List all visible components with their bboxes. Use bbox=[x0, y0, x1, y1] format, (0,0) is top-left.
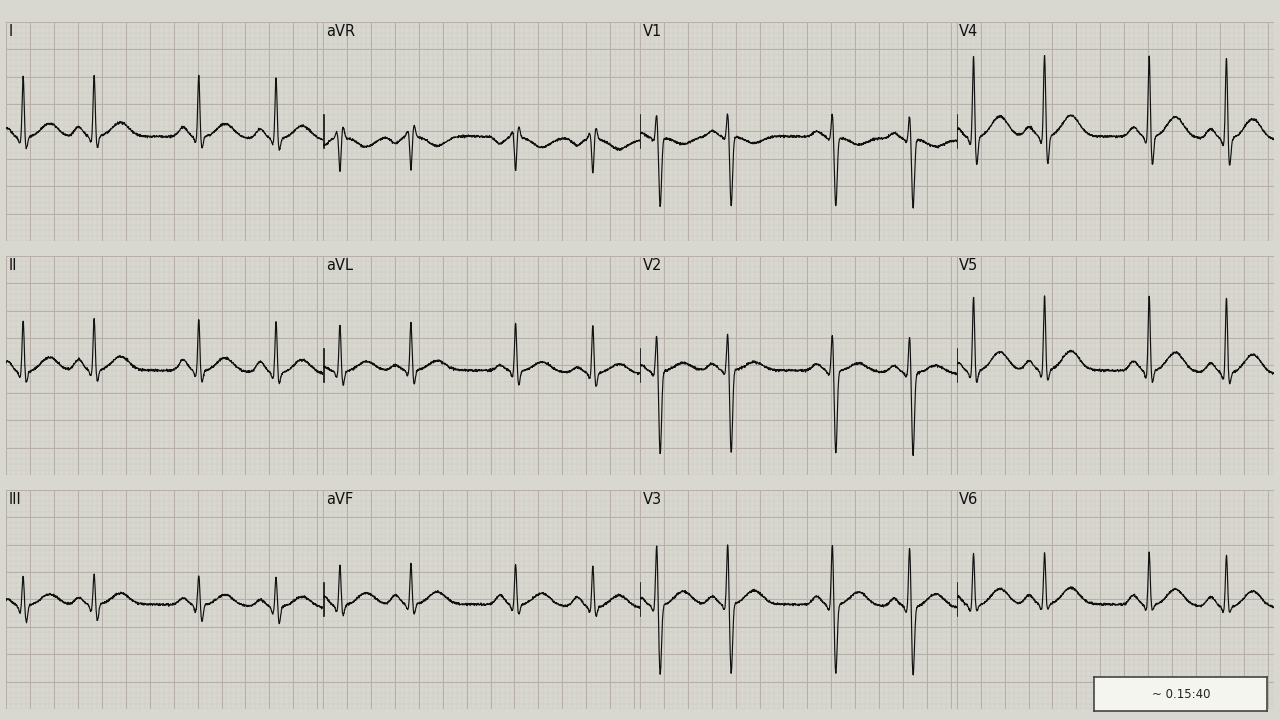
Text: aVL: aVL bbox=[325, 258, 353, 274]
Text: V5: V5 bbox=[959, 258, 979, 274]
Text: V3: V3 bbox=[643, 492, 662, 508]
Text: V4: V4 bbox=[959, 24, 979, 40]
Text: V6: V6 bbox=[959, 492, 979, 508]
Text: aVR: aVR bbox=[325, 24, 355, 40]
Text: V1: V1 bbox=[643, 24, 662, 40]
Text: I: I bbox=[9, 24, 13, 40]
Text: III: III bbox=[9, 492, 22, 508]
Text: II: II bbox=[9, 258, 18, 274]
Text: ~ 0.15:40: ~ 0.15:40 bbox=[1152, 688, 1210, 701]
Text: V2: V2 bbox=[643, 258, 662, 274]
Text: aVF: aVF bbox=[325, 492, 353, 508]
